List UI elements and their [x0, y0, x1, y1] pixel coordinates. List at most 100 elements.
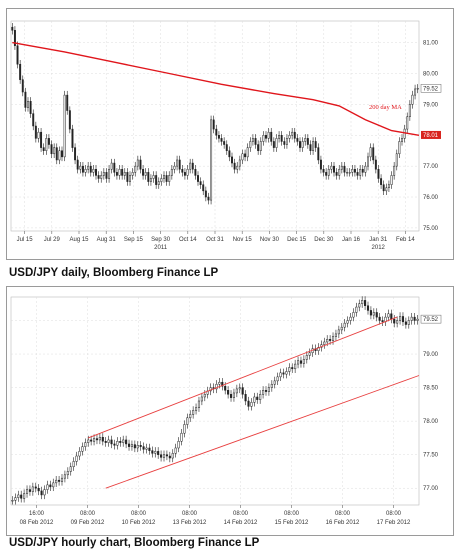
candle-body [60, 477, 64, 482]
candle-body [299, 360, 303, 364]
candle-body [333, 165, 335, 173]
candle-body [301, 141, 304, 148]
candle-body [329, 339, 332, 341]
candle-body [276, 376, 279, 382]
candle-body [23, 493, 26, 499]
candle-body [241, 387, 244, 395]
candle-body [173, 165, 176, 170]
candle-body [337, 329, 340, 335]
candle-body [147, 172, 150, 182]
candle-body [84, 168, 87, 173]
candle-body [116, 441, 119, 446]
candle-body [356, 172, 359, 176]
candle-body [202, 184, 205, 192]
candle-body [317, 147, 320, 161]
candle-body [43, 489, 46, 496]
x-day-label: 13 Feb 2012 [173, 520, 207, 526]
candle-body [232, 392, 235, 398]
candle-body [11, 500, 14, 502]
candle-body [92, 168, 95, 173]
candle-body [330, 165, 333, 170]
candle-body [151, 450, 154, 454]
candle-body [393, 165, 396, 176]
candle-body [288, 135, 291, 139]
candle-body [225, 144, 228, 151]
candle-body [259, 394, 262, 400]
candle-body [212, 119, 215, 130]
candle-body [410, 316, 413, 321]
candle-body [340, 326, 343, 331]
candle-body [200, 396, 203, 402]
candle-body [319, 159, 322, 170]
candle-body [349, 316, 352, 321]
candle-body [236, 165, 239, 170]
candle-body [52, 482, 55, 488]
candle-body [253, 396, 256, 403]
candle-body [177, 441, 180, 449]
candle-body [183, 424, 186, 434]
candle-body [323, 341, 326, 345]
y-tick-label: 78.50 [423, 386, 439, 392]
x-tick-label: Jan 16 [342, 237, 361, 243]
candle-body [308, 352, 311, 356]
x-tick-label: Aug 15 [69, 237, 89, 243]
series-line [105, 375, 420, 489]
candle-body [233, 162, 236, 170]
candle-body [58, 479, 61, 482]
candle-body [20, 494, 23, 499]
candle-body [76, 159, 79, 170]
candle-body [381, 320, 384, 323]
hourly-candlestick-chart: 77.00 77.50 78.00 78.50 79.00 79.52 16:00 08:00… [10, 296, 442, 526]
candle-body [61, 150, 63, 158]
candle-body [272, 141, 275, 148]
x-tick-label: 08:00 [284, 511, 300, 517]
candle-body [127, 443, 131, 447]
candle-body [28, 489, 31, 492]
candle-body [101, 436, 104, 442]
candle-body [68, 110, 71, 130]
candle-body [71, 128, 74, 148]
candle-body [160, 178, 163, 182]
candle-body [125, 439, 128, 445]
candle-body [197, 400, 201, 408]
candle-body [108, 168, 111, 179]
x-day-label: 08 Feb 2012 [20, 520, 54, 526]
y-tick-label: 76.00 [423, 195, 439, 201]
candle-body [408, 104, 411, 117]
candle-body [178, 159, 181, 170]
candle-body [152, 175, 155, 179]
candle-body [148, 447, 151, 451]
last-value-box [420, 84, 442, 93]
x-tick-label: Sep 15 [124, 237, 144, 243]
candle-body [122, 439, 125, 443]
y-tick-label: 77.00 [423, 486, 439, 492]
candle-body [154, 451, 157, 454]
candle-body [314, 141, 317, 148]
candle-body [195, 407, 198, 411]
annotation-label: 200 day MA [369, 104, 402, 111]
y-tick-label: 77.00 [423, 164, 439, 170]
candle-body [338, 168, 341, 176]
candle-body [189, 162, 192, 170]
candle-body [53, 147, 56, 155]
candle-body [346, 172, 349, 174]
candle-body [254, 138, 257, 145]
candle-body [382, 184, 385, 192]
candle-body [241, 153, 244, 161]
candle-body [87, 165, 90, 170]
candle-body [189, 414, 192, 419]
candle-body [309, 144, 312, 151]
candle-body [136, 445, 139, 449]
candle-body [34, 125, 37, 139]
candle-body [207, 196, 210, 201]
candle-body [302, 359, 305, 364]
candle-body [139, 159, 142, 170]
candle-body [197, 175, 199, 182]
candle-body [199, 181, 202, 185]
candle-body [121, 168, 124, 176]
candle-body [390, 313, 393, 320]
candle-body [181, 168, 184, 173]
candle-body [282, 372, 285, 375]
candle-body [395, 153, 398, 167]
candle-body [304, 138, 307, 142]
